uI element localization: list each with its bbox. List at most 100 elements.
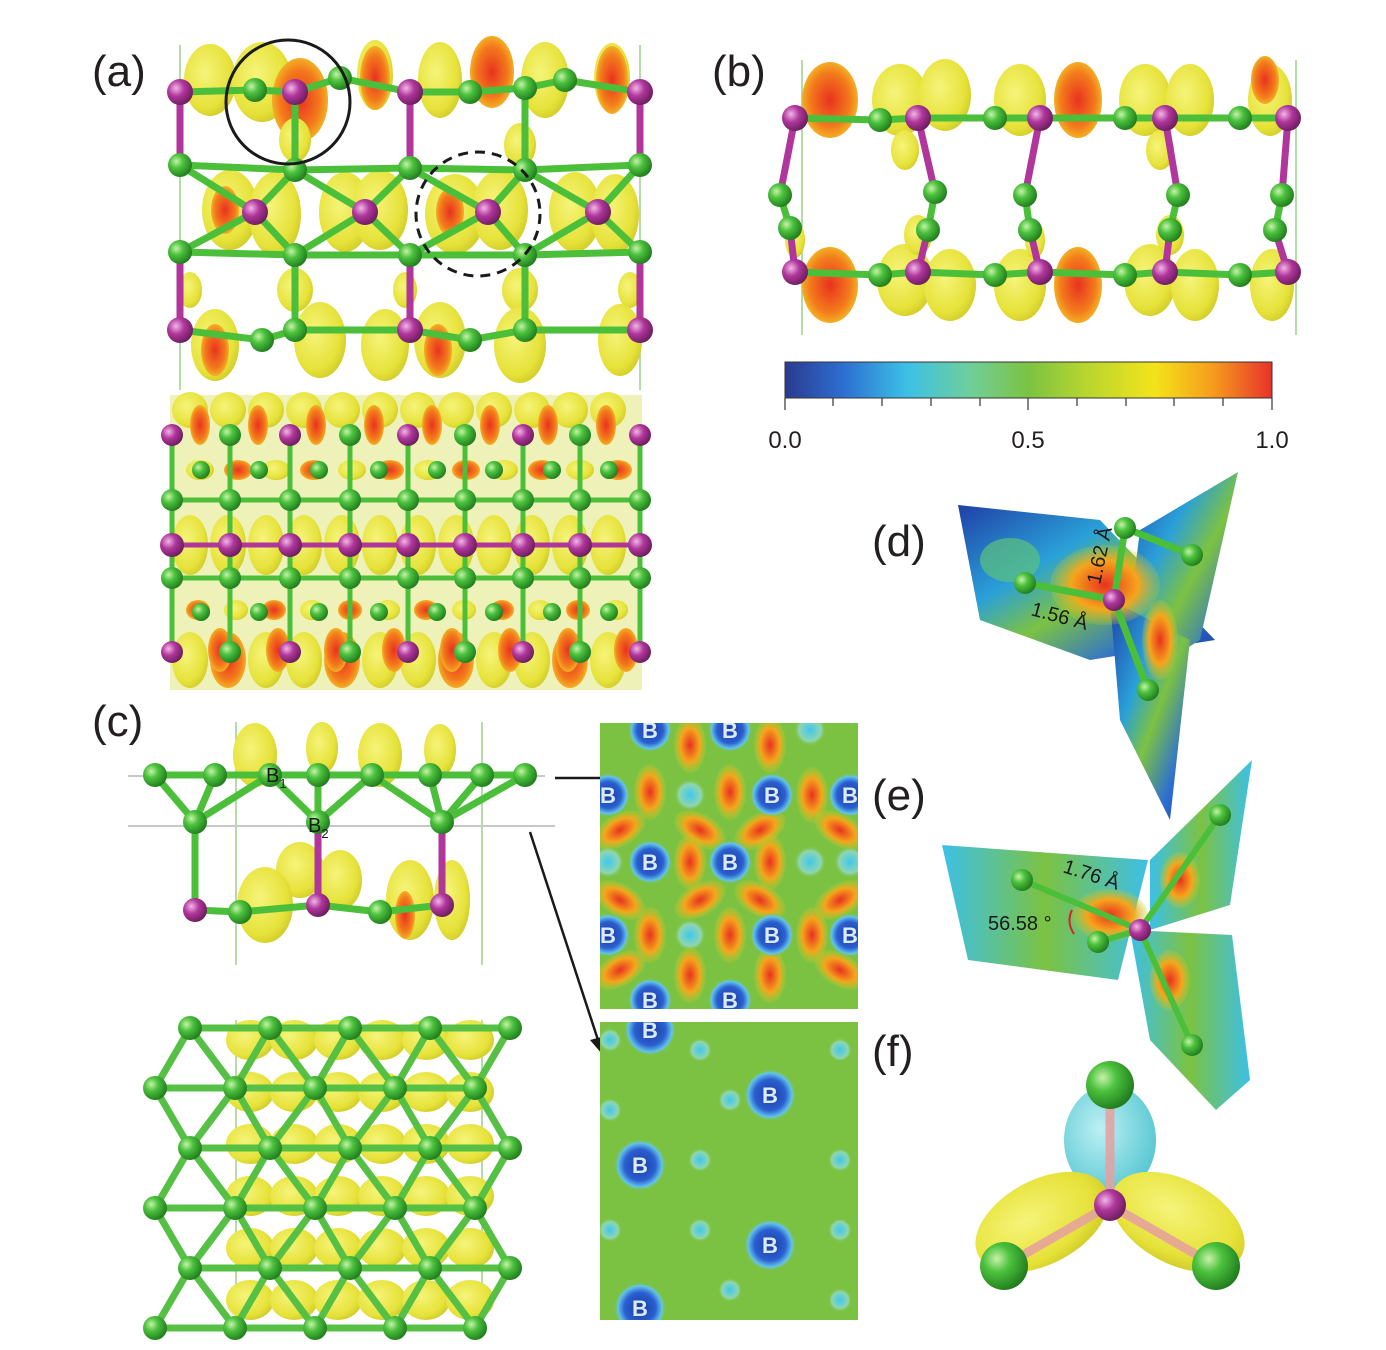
boron-atom — [161, 567, 183, 589]
elf-minimum — [794, 846, 826, 878]
metal-atom — [629, 641, 651, 663]
boron-atom — [1018, 218, 1042, 242]
boron-atom — [463, 1076, 487, 1100]
elf-maximum — [674, 834, 706, 890]
elf-minimum — [834, 846, 858, 878]
bond — [266, 1204, 319, 1272]
isosurface-lobe — [521, 42, 569, 118]
boron-atom — [628, 240, 652, 264]
bond — [266, 1264, 319, 1332]
isosurface-lobe — [262, 600, 286, 620]
boron-atom — [430, 810, 454, 834]
boron-label: B — [642, 718, 658, 743]
boron-atom — [310, 603, 328, 621]
boron-atom — [383, 1076, 407, 1100]
boron-atom — [1011, 869, 1033, 891]
elf-minimum — [794, 723, 826, 746]
boron-atom — [1192, 1242, 1240, 1290]
boron-atom — [383, 1196, 407, 1220]
boron-atom — [1263, 218, 1287, 242]
metal-atom — [278, 533, 302, 557]
elf-maximum — [600, 810, 646, 850]
boron-atom — [543, 603, 561, 621]
bond — [291, 164, 414, 174]
boron-atom — [454, 424, 476, 446]
bond — [521, 161, 644, 174]
boron-atom — [485, 461, 503, 479]
bond — [291, 166, 369, 216]
isosurface-lobe — [924, 249, 976, 321]
elf-minimum — [600, 1218, 622, 1242]
boron-atom — [283, 318, 307, 342]
bond — [521, 208, 602, 259]
bond — [186, 1084, 239, 1152]
isosurface-lobe — [324, 392, 360, 428]
boron-atom — [219, 424, 241, 446]
boron-atom — [458, 80, 482, 104]
boron-atom — [338, 1256, 362, 1280]
boron-atom — [980, 1242, 1028, 1290]
boron-core — [624, 1022, 676, 1056]
metal-atom — [279, 424, 301, 446]
metal-atom — [183, 898, 207, 922]
boron-atom — [1013, 183, 1037, 207]
elf-maximum — [674, 880, 726, 920]
metal-atom — [242, 199, 268, 225]
elf-minimum — [828, 1218, 852, 1242]
metal-atom — [167, 79, 193, 105]
metal-atom — [629, 424, 651, 446]
boron-atom — [628, 153, 652, 177]
boron-atom — [360, 763, 384, 787]
isosurface-lobe — [402, 1072, 450, 1112]
boron-core — [828, 773, 858, 817]
boron-atom — [428, 461, 446, 479]
isosurface-lobe — [591, 174, 639, 254]
boron-atom — [569, 567, 591, 589]
bond — [346, 1264, 399, 1332]
boron-atom — [279, 489, 301, 511]
boron-atom — [1209, 804, 1231, 826]
boron-core — [708, 723, 752, 752]
bond — [791, 268, 884, 279]
boron-atom — [183, 810, 207, 834]
elf-minimum — [828, 1038, 852, 1062]
boron-core — [708, 840, 752, 884]
panel-c-top-view — [143, 1016, 522, 1340]
panel-a-side-view — [167, 36, 653, 390]
isosurface-lobe — [919, 59, 971, 131]
bond — [426, 1144, 479, 1212]
boron-atom — [463, 1196, 487, 1220]
elf-maximum — [754, 834, 786, 890]
boron-atom — [192, 603, 210, 621]
boron-atom — [923, 180, 947, 204]
boron-atom — [143, 763, 167, 787]
boron-atom — [339, 424, 361, 446]
boron-atom — [418, 1136, 442, 1160]
isosurface-lobe — [498, 628, 522, 672]
isosurface-lobe — [360, 46, 390, 110]
metal-atom — [512, 641, 534, 663]
boron-atom — [418, 1016, 442, 1040]
metal-atom — [1152, 105, 1178, 131]
isosurface-lobe — [614, 628, 638, 672]
elf-maximum — [754, 723, 786, 773]
metal-atom — [396, 533, 420, 557]
boron-atom — [868, 108, 892, 132]
boron-atom — [303, 1076, 327, 1100]
bond — [176, 208, 259, 256]
boron-atom — [485, 603, 503, 621]
bond — [406, 208, 492, 259]
isosurface-lobe — [1054, 247, 1102, 323]
boron-atom — [223, 1196, 247, 1220]
panel-label-f: (f) — [872, 1027, 914, 1076]
boron-atom — [368, 900, 392, 924]
boron-core — [600, 773, 630, 817]
colorbar-tick-0: 0.0 — [768, 427, 801, 454]
boron-atom — [143, 1316, 167, 1340]
elf-minimum — [828, 1288, 852, 1312]
isosurface-lobe — [802, 247, 858, 323]
boron-atom — [283, 243, 307, 267]
boron-atom — [498, 1136, 522, 1160]
metal-atom — [1275, 259, 1301, 285]
